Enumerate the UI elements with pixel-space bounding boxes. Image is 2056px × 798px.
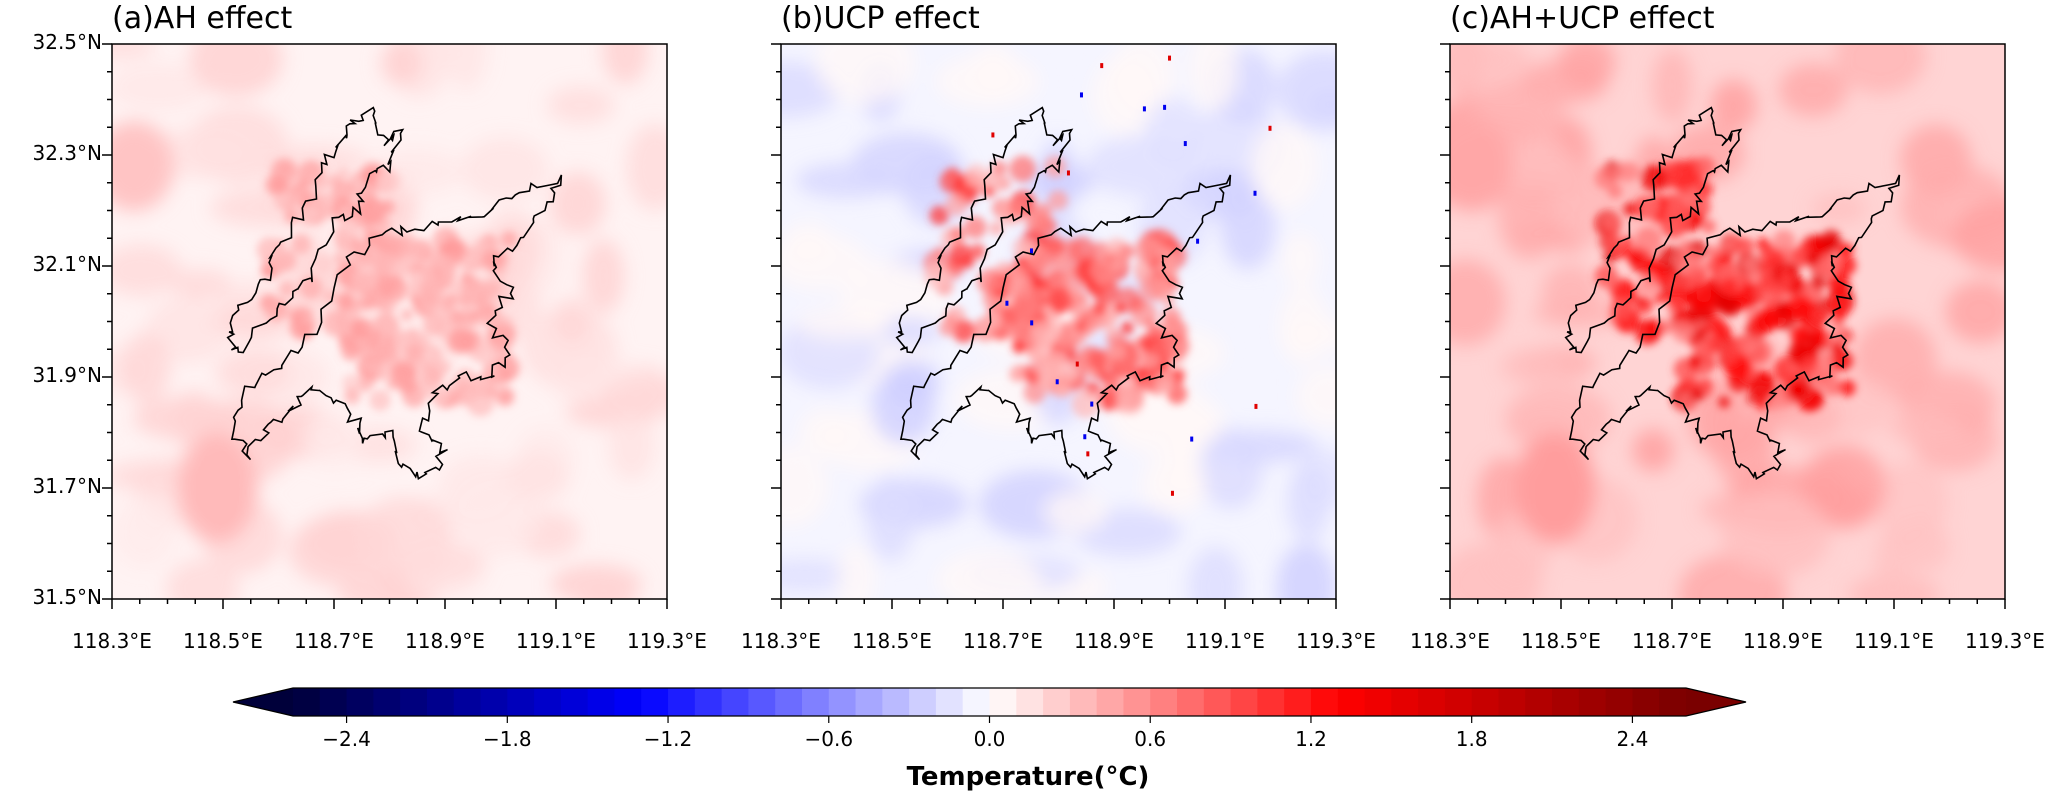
colorbar-tick-label: 0.6 — [1134, 727, 1166, 751]
latitude-axis: 32.5°N 32.3°N 32.1°N 31.9°N 31.7°N 31.5°… — [33, 30, 103, 609]
lon-tick-label: 118.7°E — [1632, 629, 1712, 653]
colorbar-label: Temperature(°C) — [907, 762, 1150, 792]
panel-title: (c)AH+UCP effect — [1450, 1, 1715, 36]
lat-tick-label: 31.7°N — [33, 474, 103, 498]
lat-tick-label: 32.3°N — [33, 141, 103, 165]
lon-tick-label: 118.5°E — [852, 629, 932, 653]
lon-tick-label: 118.3°E — [72, 629, 152, 653]
lon-tick-label: 119.1°E — [1854, 629, 1934, 653]
colorbar-tick-label: 2.4 — [1616, 727, 1648, 751]
lon-tick-label: 118.5°E — [183, 629, 263, 653]
colorbar-swatches — [232, 687, 1747, 723]
city-boundary — [899, 174, 1232, 480]
city-boundary — [230, 174, 563, 480]
colorbar-tick-label: 0.0 — [974, 727, 1006, 751]
lon-tick-label: 119.3°E — [1965, 629, 2045, 653]
lat-tick-label: 32.1°N — [33, 252, 103, 276]
colorbar-tick-label: 1.2 — [1295, 727, 1327, 751]
lon-tick-label: 118.9°E — [1074, 629, 1154, 653]
colorbar-min-extend — [233, 688, 293, 716]
lon-tick-label: 118.7°E — [963, 629, 1043, 653]
longitude-axis: 118.3°E 118.5°E 118.7°E 118.9°E 119.1°E … — [72, 629, 707, 653]
colorbar-tick-label: −0.6 — [805, 727, 854, 751]
lon-tick-label: 119.1°E — [516, 629, 596, 653]
panel-title: (a)AH effect — [112, 1, 292, 36]
colorbar: −2.4 −1.8 −1.2 −0.6 0.0 0.6 1.2 1.8 2.4 … — [232, 687, 1747, 792]
colorbar-ticks: −2.4 −1.8 −1.2 −0.6 0.0 0.6 1.2 1.8 2.4 — [322, 727, 1648, 751]
colorbar-tick-label: 1.8 — [1456, 727, 1488, 751]
colorbar-tick-label: −1.8 — [483, 727, 532, 751]
map-panel-ah: (a)AH effect 32.5°N 32.3°N 32.1°N 31.9°N… — [33, 1, 707, 653]
colorbar-tick-label: −2.4 — [322, 727, 371, 751]
colorbar-tick-label: −1.2 — [644, 727, 693, 751]
lon-tick-label: 118.3°E — [1410, 629, 1490, 653]
panel-title: (b)UCP effect — [781, 1, 980, 36]
lon-tick-label: 118.3°E — [741, 629, 821, 653]
city-boundary — [895, 106, 1074, 354]
lat-tick-label: 31.9°N — [33, 363, 103, 387]
lon-tick-label: 119.3°E — [1296, 629, 1376, 653]
longitude-axis: 118.3°E 118.5°E 118.7°E 118.9°E 119.1°E … — [741, 629, 1376, 653]
city-boundary — [226, 106, 405, 354]
lon-tick-label: 118.9°E — [1743, 629, 1823, 653]
lat-tick-label: 32.5°N — [33, 30, 103, 54]
longitude-axis: 118.3°E 118.5°E 118.7°E 118.9°E 119.1°E … — [1410, 629, 2045, 653]
city-boundary — [1568, 174, 1901, 480]
lon-tick-label: 119.1°E — [1185, 629, 1265, 653]
lon-tick-label: 118.7°E — [294, 629, 374, 653]
city-boundary — [1564, 106, 1743, 354]
lon-tick-label: 119.3°E — [627, 629, 707, 653]
lat-tick-label: 31.5°N — [33, 585, 103, 609]
map-panel-ah-ucp: (c)AH+UCP effect 118.3°E 118.5°E 118.7°E… — [1410, 1, 2045, 653]
map-panel-ucp: (b)UCP effect 118.3°E 118.5°E 118.7°E 11… — [741, 1, 1376, 653]
lon-tick-label: 118.9°E — [405, 629, 485, 653]
colorbar-max-extend — [1686, 688, 1746, 716]
lon-tick-label: 118.5°E — [1521, 629, 1601, 653]
